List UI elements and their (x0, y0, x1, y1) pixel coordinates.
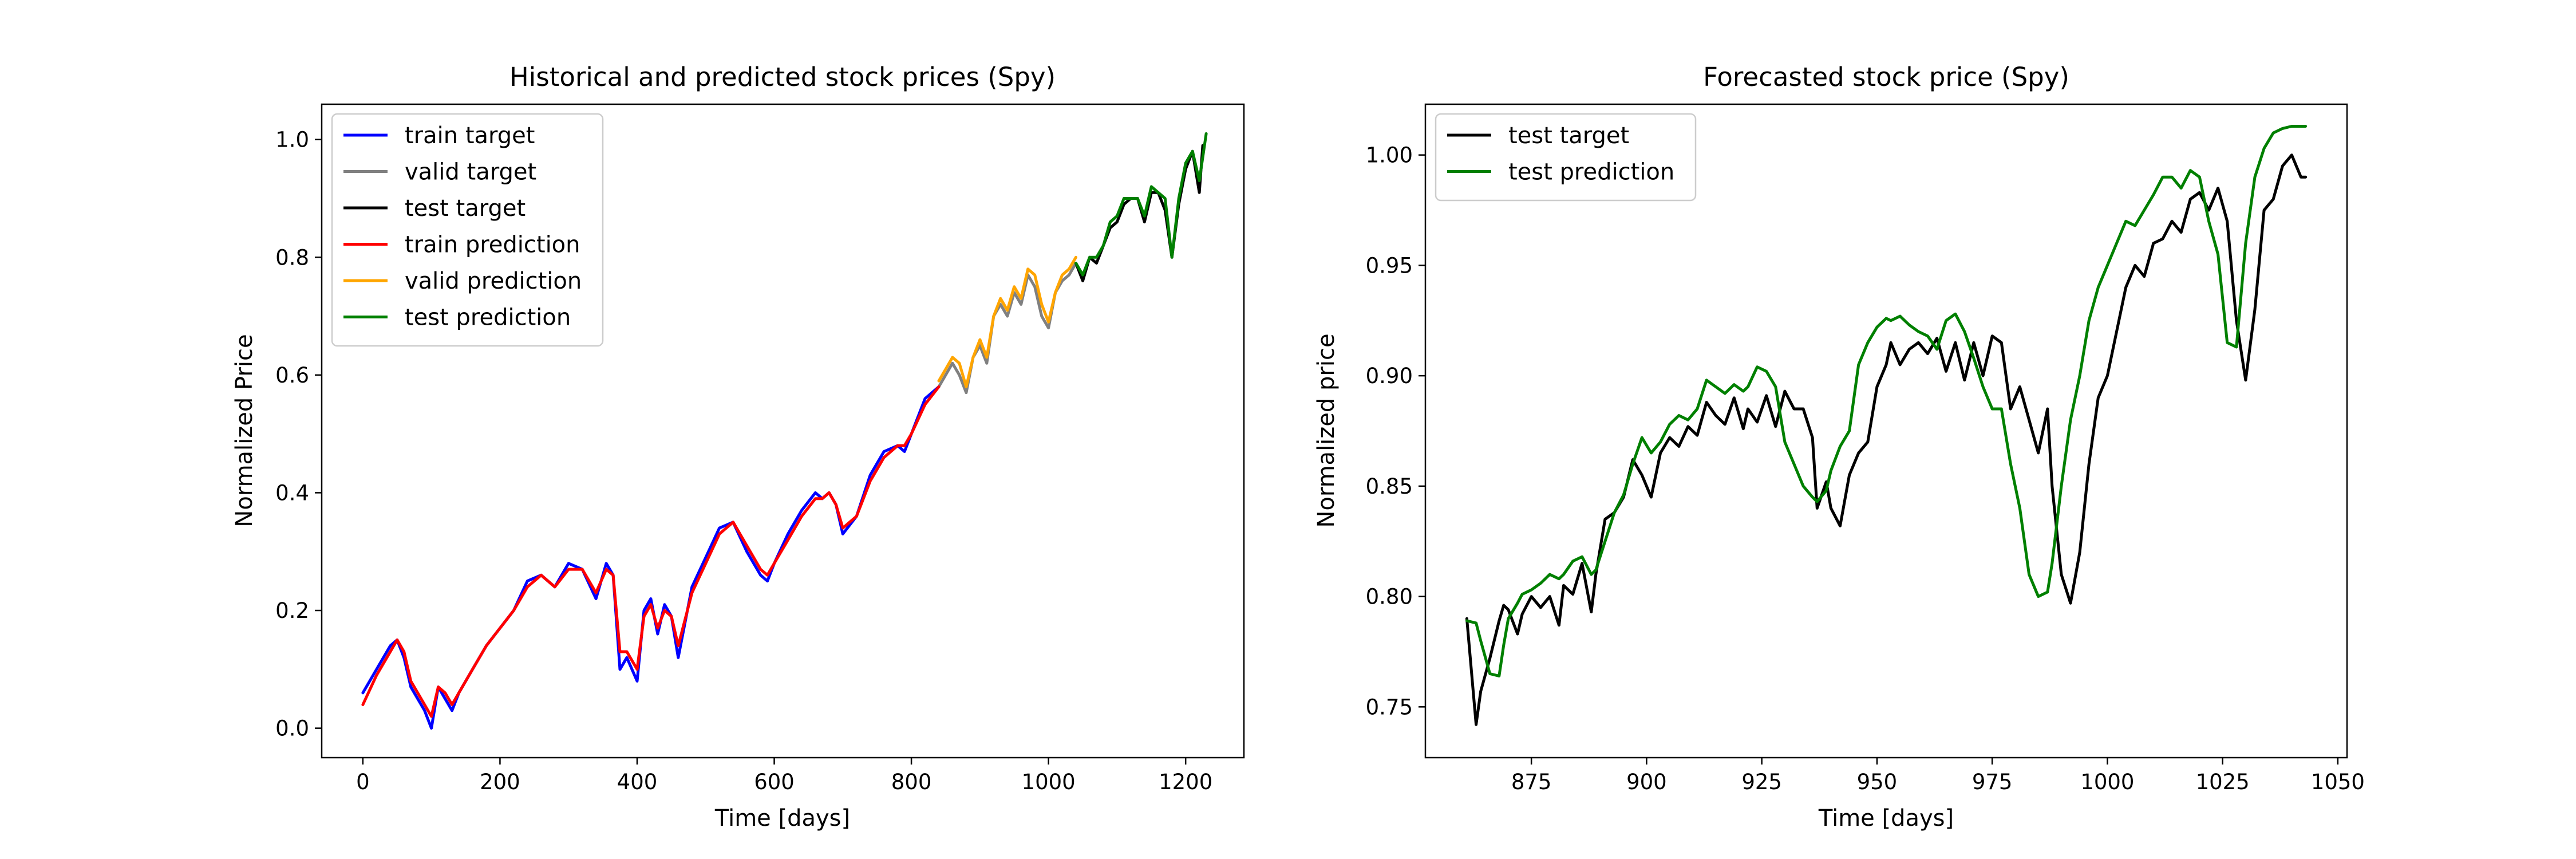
legend-label: test target (405, 195, 526, 222)
legend-box (331, 113, 604, 347)
x-tick-label: 875 (1511, 770, 1552, 794)
y-tick-label: 0.90 (1366, 364, 1413, 388)
x-tick-label: 400 (617, 770, 658, 794)
chart-title: Historical and predicted stock prices (S… (509, 62, 1056, 92)
y-axis-label: Normalized Price (231, 334, 258, 527)
series-line-test-target (1465, 153, 2308, 726)
historical-chart: Historical and predicted stock prices (S… (231, 62, 1245, 832)
chart-title: Forecasted stock price (Spy) (1703, 62, 2069, 92)
x-tick-label: 600 (754, 770, 795, 794)
y-tick-label: 0.85 (1366, 474, 1413, 499)
plot-area (1465, 125, 2308, 726)
legend-label: valid prediction (405, 268, 582, 294)
legend-label: train prediction (405, 232, 580, 258)
legend-label: test target (1508, 123, 1629, 149)
x-tick-label: 975 (1972, 770, 2013, 794)
y-tick-label: 0.2 (275, 598, 309, 623)
legend-box (1435, 113, 1697, 202)
y-tick-label: 0.8 (275, 245, 309, 270)
plot-area (361, 132, 1208, 730)
series-line-valid-prediction (937, 255, 1077, 388)
legend-label: test prediction (405, 305, 571, 331)
x-axis-label: Time [days] (714, 805, 850, 832)
x-tick-label: 1200 (1159, 770, 1212, 794)
x-tick-label: 1025 (2196, 770, 2250, 794)
legend-label: test prediction (1508, 159, 1674, 186)
x-axis-label: Time [days] (1818, 805, 1954, 832)
legend: train target valid target test target train… (331, 113, 604, 347)
x-tick-label: 800 (891, 770, 932, 794)
forecast-chart: Forecasted stock price (Spy) Time [days]… (1313, 62, 2365, 832)
y-tick-label: 1.00 (1366, 143, 1413, 168)
series-line-train-prediction (361, 385, 941, 718)
x-tick-label: 1000 (1022, 770, 1076, 794)
x-tick-label: 1050 (2311, 770, 2365, 794)
series-line-test-prediction (1465, 125, 2308, 677)
x-tick-label: 925 (1741, 770, 1782, 794)
plot-frame (321, 103, 1245, 759)
x-tick-label: 950 (1857, 770, 1898, 794)
series-line-test-prediction (1074, 132, 1208, 277)
y-tick-label: 0.0 (275, 716, 309, 741)
legend-label: valid target (405, 159, 536, 186)
y-tick-label: 0.6 (275, 363, 309, 388)
y-tick-label: 1.0 (275, 128, 309, 152)
x-tick-label: 900 (1626, 770, 1667, 794)
plot-frame (1424, 103, 2348, 759)
axis-ticks: 0 200 400 600 800 1000 1200 0.0 0.2 0.4 0.6 0.8 1.0 (275, 128, 1212, 794)
y-tick-label: 0.95 (1366, 253, 1413, 278)
legend: test target test prediction (1435, 113, 1697, 202)
y-tick-label: 0.75 (1366, 695, 1413, 719)
y-tick-label: 0.80 (1366, 585, 1413, 609)
y-tick-label: 0.4 (275, 480, 309, 505)
axis-ticks: 875 900 925 950 975 1000 1025 1050 0.75 0.80 0.85 0… (1366, 143, 2365, 794)
x-tick-label: 200 (480, 770, 520, 794)
x-tick-label: 1000 (2080, 770, 2134, 794)
legend-label: train target (405, 123, 535, 149)
y-axis-label: Normalized price (1313, 333, 1340, 527)
x-tick-label: 0 (356, 770, 370, 794)
